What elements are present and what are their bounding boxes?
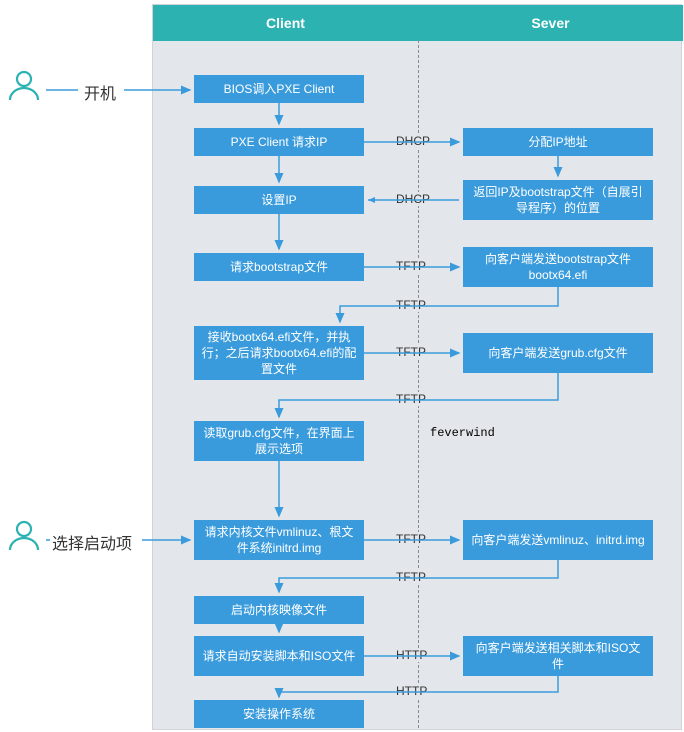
watermark: feverwind [430,426,495,440]
node-return-ip-bootstrap: 返回IP及bootstrap文件（自展引导程序）的位置 [463,180,653,220]
node-pxe-request-ip: PXE Client 请求IP [194,128,364,156]
column-header-client: Client [153,5,418,41]
protocol-label: TFTP [394,259,428,273]
protocol-label: TFTP [394,298,428,312]
node-boot-kernel: 启动内核映像文件 [194,596,364,624]
node-install-os: 安装操作系统 [194,700,364,728]
protocol-label: DHCP [394,134,432,148]
node-set-ip: 设置IP [194,186,364,214]
node-send-bootx64: 向客户端发送bootstrap文件bootx64.efi [463,247,653,287]
node-request-iso: 请求自动安装脚本和ISO文件 [194,636,364,676]
protocol-label: TFTP [394,345,428,359]
protocol-label: HTTP [394,648,429,662]
column-header-server: Sever [418,5,683,41]
node-send-kernel: 向客户端发送vmlinuz、initrd.img [463,520,653,560]
node-request-kernel: 请求内核文件vmlinuz、根文件系统initrd.img [194,520,364,560]
actor-label-poweron: 开机 [84,80,116,104]
node-exec-bootx64: 接收bootx64.efi文件，并执行；之后请求bootx64.efi的配置文件 [194,326,364,380]
protocol-label: TFTP [394,570,428,584]
node-send-grubcfg: 向客户端发送grub.cfg文件 [463,333,653,373]
protocol-label: TFTP [394,532,428,546]
node-bios-load-pxe: BIOS调入PXE Client [194,75,364,103]
person-icon [10,72,38,100]
node-read-grubcfg: 读取grub.cfg文件，在界面上展示选项 [194,421,364,461]
node-send-iso: 向客户端发送相关脚本和ISO文件 [463,636,653,676]
actor-label-select: 选择启动项 [52,530,132,554]
protocol-label: HTTP [394,684,429,698]
protocol-label: TFTP [394,392,428,406]
node-assign-ip: 分配IP地址 [463,128,653,156]
node-request-bootstrap: 请求bootstrap文件 [194,253,364,281]
protocol-label: DHCP [394,192,432,206]
person-icon [10,522,38,550]
